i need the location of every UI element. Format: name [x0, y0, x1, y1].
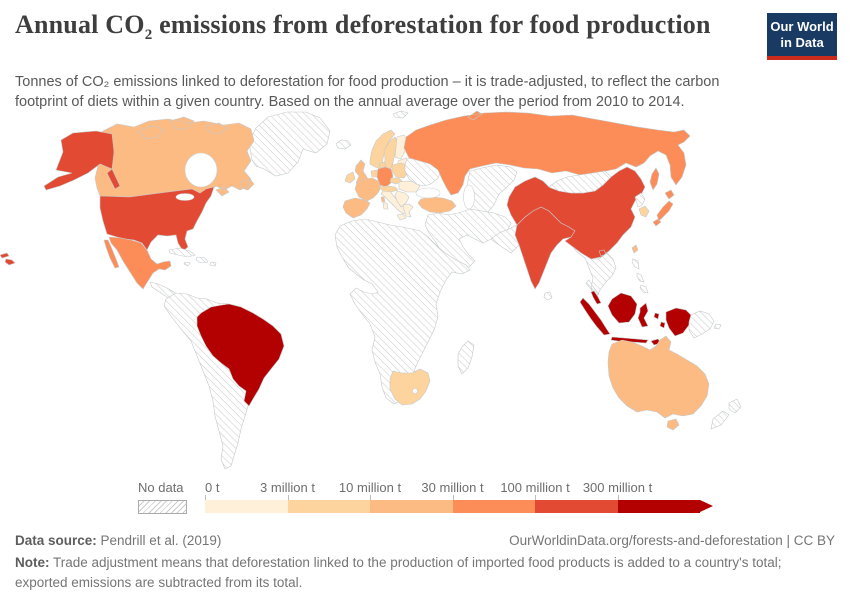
caspian-sea	[463, 184, 475, 210]
legend-bin-swatch-4[interactable]	[535, 500, 618, 513]
legend-color-bar	[205, 500, 700, 513]
country-malaysia[interactable]	[590, 290, 602, 305]
page-title: Annual CO2 emissions from deforestation …	[15, 10, 711, 44]
legend-tick	[617, 495, 619, 500]
country-north-korea[interactable]	[634, 192, 646, 208]
logo-line1: Our World	[770, 19, 834, 34]
country-brazil[interactable]	[196, 303, 285, 407]
lesotho-enclave	[412, 388, 418, 394]
chart-footer: Data source: Pendrill et al. (2019) OurW…	[15, 533, 835, 592]
legend-tick	[535, 495, 536, 500]
legend-tick	[370, 495, 371, 500]
country-japan[interactable]	[652, 189, 675, 227]
legend-bin-label-2: 10 million t	[338, 480, 402, 495]
country-hungary-romania[interactable]	[398, 180, 421, 193]
legend-bin-swatch-0[interactable]	[205, 500, 288, 513]
black-sea	[415, 187, 441, 199]
legend-tick	[287, 495, 289, 500]
country-australia[interactable]	[607, 335, 710, 431]
note-label: Note:	[15, 555, 50, 570]
legend-bin-label-1: 3 million t	[260, 480, 315, 495]
country-germany[interactable]	[376, 166, 394, 188]
legend-bin-label-5: 300 million t	[582, 480, 653, 495]
legend-bin-swatch-2[interactable]	[370, 500, 453, 513]
legend-bin-swatch-1[interactable]	[287, 500, 370, 513]
country-madagascar[interactable]	[457, 340, 475, 375]
legend-bin-label-4: 100 million t	[500, 480, 570, 495]
country-finland[interactable]	[394, 134, 409, 160]
legend-scale: 0 t 3 million t 10 million t 30 million t 10…	[205, 479, 713, 519]
country-norway[interactable]	[369, 129, 396, 170]
country-poland[interactable]	[391, 162, 409, 179]
logo-line2: in Data	[780, 35, 824, 50]
map-countries	[0, 110, 742, 470]
country-south-korea[interactable]	[638, 205, 650, 218]
map-legend: No data 0 t 3 million t 10 million t 30 mil…	[0, 479, 850, 519]
great-lakes	[175, 193, 195, 201]
title-subscript: 2	[144, 27, 153, 44]
country-jamaica[interactable]	[183, 261, 191, 267]
country-spain-portugal[interactable]	[342, 197, 371, 219]
country-russia[interactable]	[403, 110, 691, 196]
country-south-africa[interactable]	[389, 368, 431, 406]
country-switzerland-austria[interactable]	[378, 185, 399, 193]
legend-tick	[452, 495, 454, 500]
country-greenland[interactable]	[248, 111, 331, 177]
chart-note: Note: Trade adjustment means that defore…	[15, 555, 782, 590]
world-choropleth-map[interactable]	[0, 100, 850, 480]
country-sri-lanka[interactable]	[543, 291, 553, 301]
country-turkey[interactable]	[417, 196, 457, 214]
country-ireland[interactable]	[344, 171, 356, 184]
country-taiwan[interactable]	[631, 244, 639, 254]
legend-tick	[205, 495, 206, 500]
country-united-states[interactable]	[0, 130, 215, 266]
country-new-zealand[interactable]	[710, 398, 742, 430]
data-source: Data source: Pendrill et al. (2019)	[15, 533, 222, 548]
country-indonesia[interactable]	[579, 292, 692, 346]
owid-logo[interactable]: Our World in Data	[767, 13, 837, 60]
legend-arrow-cap[interactable]	[700, 500, 713, 512]
legend-bin-label-3: 30 million t	[421, 480, 484, 495]
country-mongolia[interactable]	[548, 170, 612, 194]
country-philippines[interactable]	[631, 258, 649, 294]
chart-subtitle: Tonnes of CO₂ emissions linked to defore…	[15, 73, 720, 111]
legend-no-data-swatch[interactable]	[138, 500, 187, 514]
legend-bin-label-0: 0 t	[205, 480, 220, 495]
country-greece[interactable]	[402, 203, 414, 218]
country-denmark[interactable]	[378, 161, 387, 170]
country-papua-new-guinea[interactable]	[688, 310, 722, 339]
legend-bin-swatch-3[interactable]	[452, 500, 535, 513]
country-puerto-rico[interactable]	[209, 261, 217, 267]
country-iceland[interactable]	[335, 139, 352, 150]
legend-bin-swatch-5[interactable]	[617, 500, 700, 513]
country-cuba[interactable]	[168, 247, 196, 258]
legend-no-data-label: No data	[138, 480, 184, 495]
hudson-bay	[184, 152, 218, 188]
country-svalbard[interactable]	[392, 110, 409, 119]
data-source-label: Data source:	[15, 533, 97, 548]
country-hispaniola[interactable]	[195, 256, 209, 264]
owid-url-link[interactable]: OurWorldinData.org/forests-and-deforesta…	[509, 533, 835, 548]
country-france[interactable]	[354, 177, 386, 203]
country-mexico[interactable]	[103, 236, 172, 290]
